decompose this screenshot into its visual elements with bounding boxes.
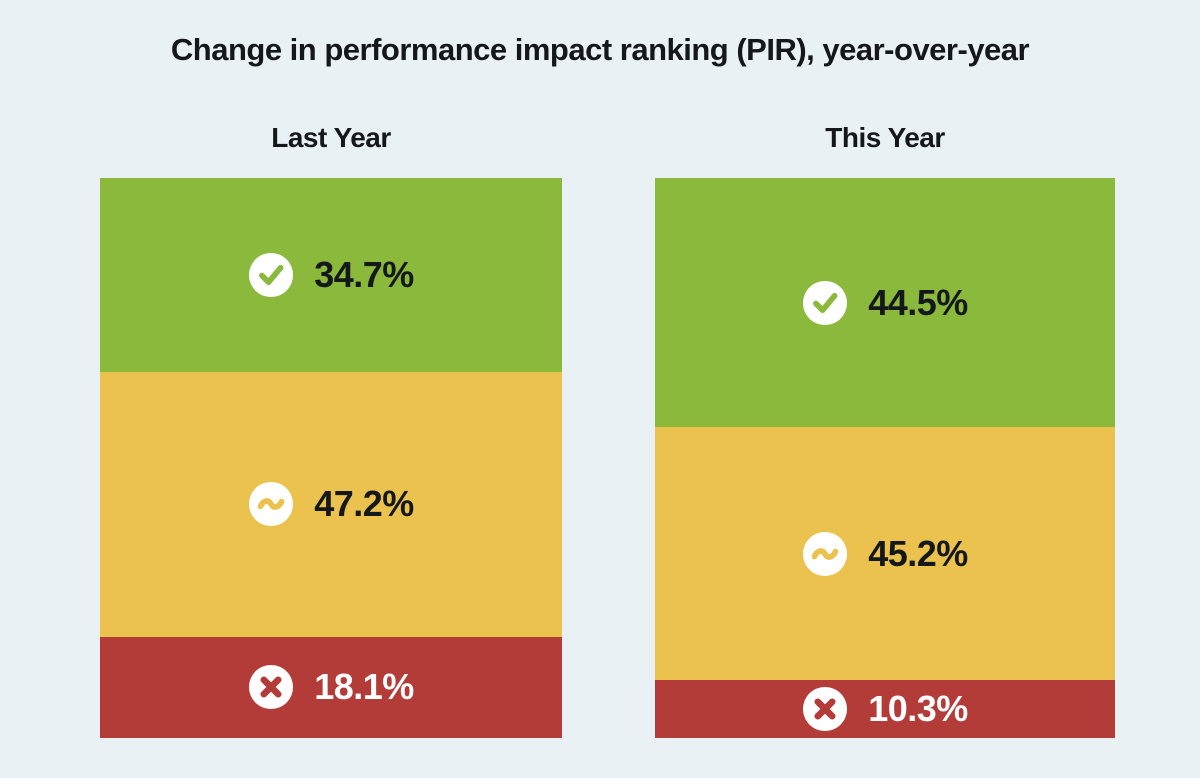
segment-value: 34.7% xyxy=(314,254,414,296)
bar-last-year: 34.7% 47.2% 18.1% xyxy=(100,178,562,738)
column-header-last-year: Last Year xyxy=(271,122,391,153)
segment-value: 45.2% xyxy=(868,532,968,574)
x-icon xyxy=(802,686,848,732)
segment-this-year-negative: 10.3% xyxy=(655,680,1115,739)
segment-value: 18.1% xyxy=(314,666,414,708)
tilde-icon xyxy=(248,481,294,527)
segment-last-year-negative: 18.1% xyxy=(100,636,562,738)
check-icon xyxy=(248,252,294,298)
tilde-icon xyxy=(802,531,848,577)
column-header-this-year: This Year xyxy=(825,122,945,153)
segment-value: 10.3% xyxy=(868,688,968,730)
segment-value: 47.2% xyxy=(314,483,414,525)
x-icon xyxy=(248,664,294,710)
segment-this-year-neutral: 45.2% xyxy=(655,427,1115,681)
segment-last-year-neutral: 47.2% xyxy=(100,372,562,637)
check-icon xyxy=(802,280,848,326)
segment-last-year-positive: 34.7% xyxy=(100,178,562,373)
segment-this-year-positive: 44.5% xyxy=(655,178,1115,428)
chart-title: Change in performance impact ranking (PI… xyxy=(170,32,1030,67)
bar-this-year: 44.5% 45.2% 10.3% xyxy=(655,178,1115,739)
segment-value: 44.5% xyxy=(868,281,968,323)
